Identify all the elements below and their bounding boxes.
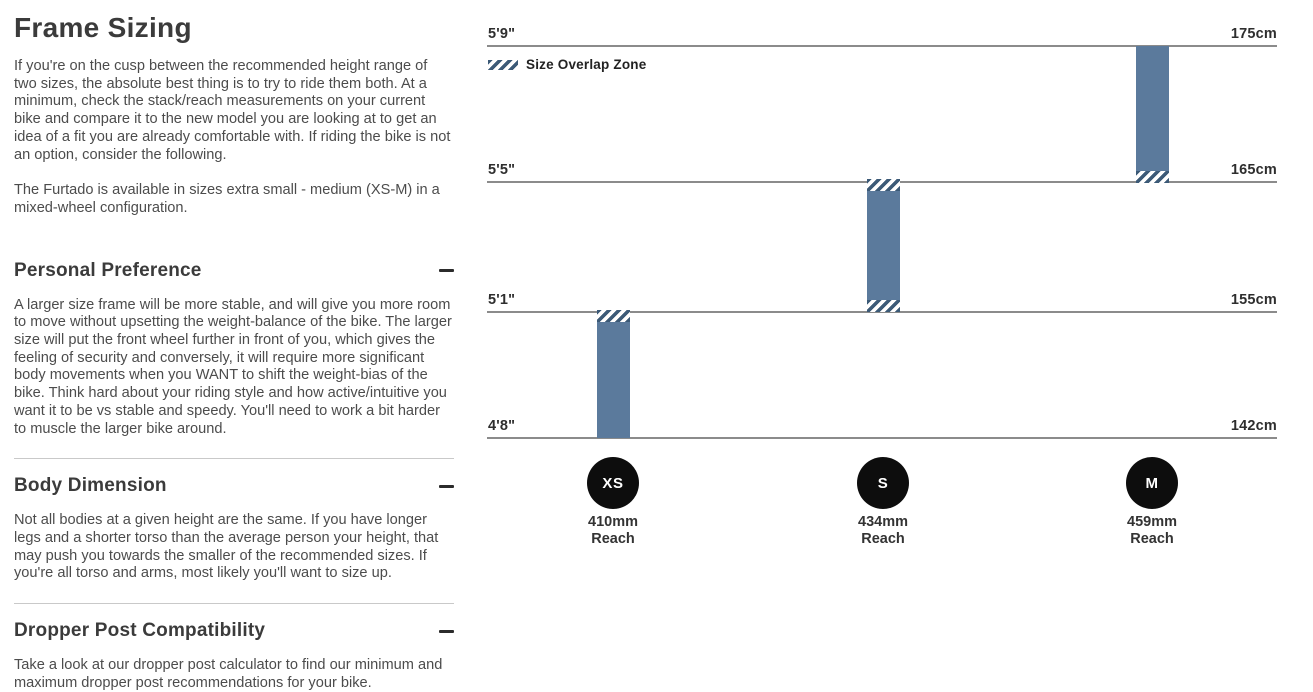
axis-label-metric: 165cm [1230, 162, 1277, 178]
collapse-minus-icon[interactable] [434, 623, 454, 639]
axis-label-metric: 142cm [1230, 418, 1277, 434]
section-header-body-dimension[interactable]: Body Dimension [14, 475, 454, 497]
collapse-minus-icon[interactable] [434, 263, 454, 279]
bar-xs-height-range [597, 310, 630, 438]
bar-s-height-range [867, 179, 900, 312]
minus-icon [439, 629, 454, 633]
overlap-zone-hatch [1136, 171, 1169, 183]
section-title: Body Dimension [14, 475, 167, 497]
axis-label-metric: 155cm [1230, 292, 1277, 308]
size-badge-xs: XS [587, 457, 639, 509]
bar-m-height-range [1136, 46, 1169, 183]
section-personal-preference: Personal Preference A larger size frame … [14, 260, 454, 439]
overlap-zone-hatch [867, 300, 900, 312]
overlap-zone-hatch [867, 179, 900, 191]
intro-paragraph-2: The Furtado is available in sizes extra … [14, 182, 440, 216]
reach-label-m: 459mm Reach [1092, 514, 1212, 548]
size-badge-s: S [857, 457, 909, 509]
legend-label: Size Overlap Zone [526, 57, 647, 72]
reach-caption: Reach [1130, 531, 1174, 547]
axis-label-imperial: 4'8" [488, 418, 516, 434]
axis-line-155cm: 5'1" 155cm [487, 292, 1277, 313]
axis-label-imperial: 5'1" [488, 292, 516, 308]
axis-label-metric: 175cm [1230, 26, 1277, 42]
axis-line-175cm: 5'9" 175cm [487, 26, 1277, 47]
section-body: A larger size frame will be more stable,… [14, 296, 452, 437]
minus-icon [439, 484, 454, 488]
overlap-zone-hatch [597, 310, 630, 322]
sizing-text-column: Frame Sizing If you're on the cusp betwe… [14, 0, 454, 692]
axis-label-imperial: 5'5" [488, 162, 516, 178]
reach-value: 434mm [858, 514, 908, 530]
section-body: Not all bodies at a given height are the… [14, 512, 439, 582]
frame-sizing-chart: 5'9" 175cm 5'5" 165cm 5'1" 155cm 4'8" 14… [487, 0, 1277, 687]
chart-legend: Size Overlap Zone [488, 57, 646, 72]
section-title: Personal Preference [14, 259, 202, 281]
axis-label-imperial: 5'9" [488, 26, 516, 42]
collapse-minus-icon[interactable] [434, 478, 454, 494]
overlap-hatch-swatch-icon [488, 59, 518, 70]
reach-label-xs: 410mm Reach [553, 514, 673, 548]
reach-value: 410mm [588, 514, 638, 530]
section-body-dimension: Body Dimension Not all bodies at a given… [14, 458, 454, 583]
page-title: Frame Sizing [14, 12, 192, 43]
minus-icon [439, 269, 454, 273]
section-title: Dropper Post Compatibility [14, 620, 266, 642]
reach-caption: Reach [591, 531, 635, 547]
section-header-personal-preference[interactable]: Personal Preference [14, 260, 454, 282]
axis-line-142cm: 4'8" 142cm [487, 418, 1277, 439]
size-badge-m: M [1126, 457, 1178, 509]
section-dropper-post-compatibility: Dropper Post Compatibility Take a look a… [14, 603, 454, 692]
intro-paragraph-1: If you're on the cusp between the recomm… [14, 58, 451, 163]
section-header-dropper-post[interactable]: Dropper Post Compatibility [14, 620, 454, 642]
reach-label-s: 434mm Reach [823, 514, 943, 548]
reach-caption: Reach [861, 531, 905, 547]
reach-value: 459mm [1127, 514, 1177, 530]
